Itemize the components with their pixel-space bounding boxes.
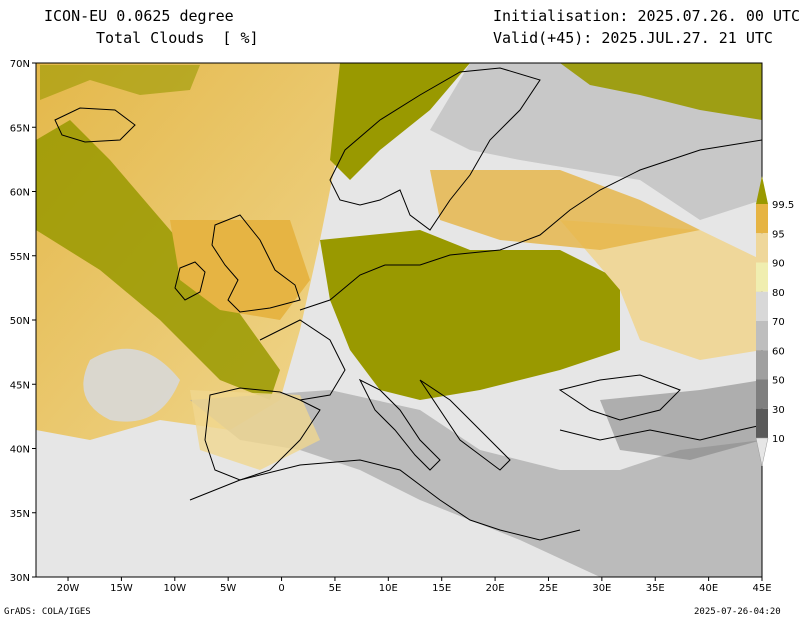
- colorbar-bin: [756, 262, 768, 292]
- lat-tick-label: 60N: [10, 188, 30, 199]
- longitude-axis: 20W 15W 10W 5W 0 5E 10E 15E 20E 25E 30E 35E 40E 45E: [57, 577, 772, 594]
- lon-tick-label: 20W: [57, 583, 80, 594]
- lat-tick-label: 50N: [10, 316, 30, 327]
- colorbar-bin: [756, 408, 768, 438]
- latitude-axis: 30N 35N 40N 45N 50N 55N 60N 65N 70N: [10, 59, 36, 584]
- atlantic-overcast-band: [36, 120, 280, 400]
- coastline-balkans-greece: [419, 379, 511, 471]
- valid-time: Valid(+45): 2025.JUL.27. 21 UTC: [493, 29, 773, 47]
- coastline-black-sea: [558, 374, 681, 421]
- model-title: ICON-EU 0.0625 degree: [44, 7, 234, 25]
- lat-tick-label: 40N: [10, 445, 30, 456]
- lat-tick-label: 35N: [10, 509, 30, 520]
- colorbar-bin: [756, 291, 768, 321]
- colorbar-label: 80: [772, 288, 785, 299]
- colorbar-min-arrow: [755, 437, 769, 467]
- mediterranean-clouds: [190, 390, 762, 577]
- anatolia-cloud: [600, 380, 762, 460]
- coastline-italy: [358, 378, 441, 471]
- colorbar-label: 70: [772, 317, 785, 328]
- coastlines: [54, 67, 762, 541]
- iberia-cloud: [190, 390, 320, 470]
- colorbar-max-arrow: [756, 176, 768, 204]
- footer-software: GrADS: COLA/IGES: [4, 607, 91, 617]
- lon-tick-label: 5E: [329, 583, 342, 594]
- east-europe-cloud: [560, 220, 762, 360]
- lon-tick-label: 40E: [699, 583, 718, 594]
- lon-tick-label: 30E: [592, 583, 611, 594]
- lat-tick-label: 70N: [10, 59, 30, 70]
- colorbar-label: 99.5: [772, 200, 794, 211]
- colorbar-label: 60: [772, 346, 785, 357]
- lon-tick-label: 0: [278, 583, 284, 594]
- british-isles-cloud: [170, 220, 310, 320]
- colorbar-bin: [756, 321, 768, 351]
- lat-tick-label: 55N: [10, 252, 30, 263]
- field-title: Total Clouds [ %]: [96, 29, 259, 47]
- lat-tick-label: 45N: [10, 380, 30, 391]
- colorbar-label: 30: [772, 405, 785, 416]
- lat-tick-label: 30N: [10, 573, 30, 584]
- coastline-great-britain: [211, 214, 301, 313]
- colorbar-label: 10: [772, 434, 785, 445]
- lon-tick-label: 5W: [220, 583, 236, 594]
- footer-timestamp: 2025-07-26-04:20: [694, 607, 781, 617]
- lat-tick-label: 65N: [10, 123, 30, 134]
- coastline-iberia: [204, 387, 321, 481]
- colorbar-legend: 10 30 50 60 70 80 90 95 99.5: [755, 176, 794, 467]
- cloud-field: [36, 63, 762, 577]
- colorbar-bin: [756, 204, 768, 234]
- coastline-iceland: [54, 107, 136, 143]
- lon-tick-label: 10W: [163, 583, 186, 594]
- coastline-france: [259, 319, 346, 401]
- arctic-overcast: [560, 63, 762, 120]
- coastline-ireland: [174, 261, 206, 301]
- coastline-scandinavia: [329, 67, 541, 231]
- colorbar-label: 50: [772, 376, 785, 387]
- lon-tick-label: 20E: [486, 583, 505, 594]
- lon-tick-label: 25E: [539, 583, 558, 594]
- colorbar-bin: [756, 350, 768, 380]
- lon-tick-label: 45E: [752, 583, 771, 594]
- atlantic-cyclone-swirl: [83, 348, 180, 422]
- lon-tick-label: 15E: [432, 583, 451, 594]
- lon-tick-label: 35E: [646, 583, 665, 594]
- africa-clear: [36, 480, 520, 577]
- coastline-north-africa: [189, 459, 581, 541]
- lon-tick-label: 15W: [110, 583, 133, 594]
- coastline-turkey: [559, 424, 762, 441]
- baltic-cloud: [430, 170, 700, 250]
- colorbar-bin: [756, 233, 768, 263]
- init-time: Initialisation: 2025.07.26. 00 UTC: [493, 7, 800, 25]
- north-atlantic-overcast: [40, 65, 200, 100]
- colorbar-bin: [756, 379, 768, 409]
- norwegian-sea-overcast: [330, 63, 470, 180]
- central-europe-overcast: [320, 230, 620, 400]
- lon-tick-label: 10E: [379, 583, 398, 594]
- colorbar-label: 90: [772, 259, 785, 270]
- coastline-europe-north: [299, 139, 762, 311]
- colorbar-label: 95: [772, 229, 785, 240]
